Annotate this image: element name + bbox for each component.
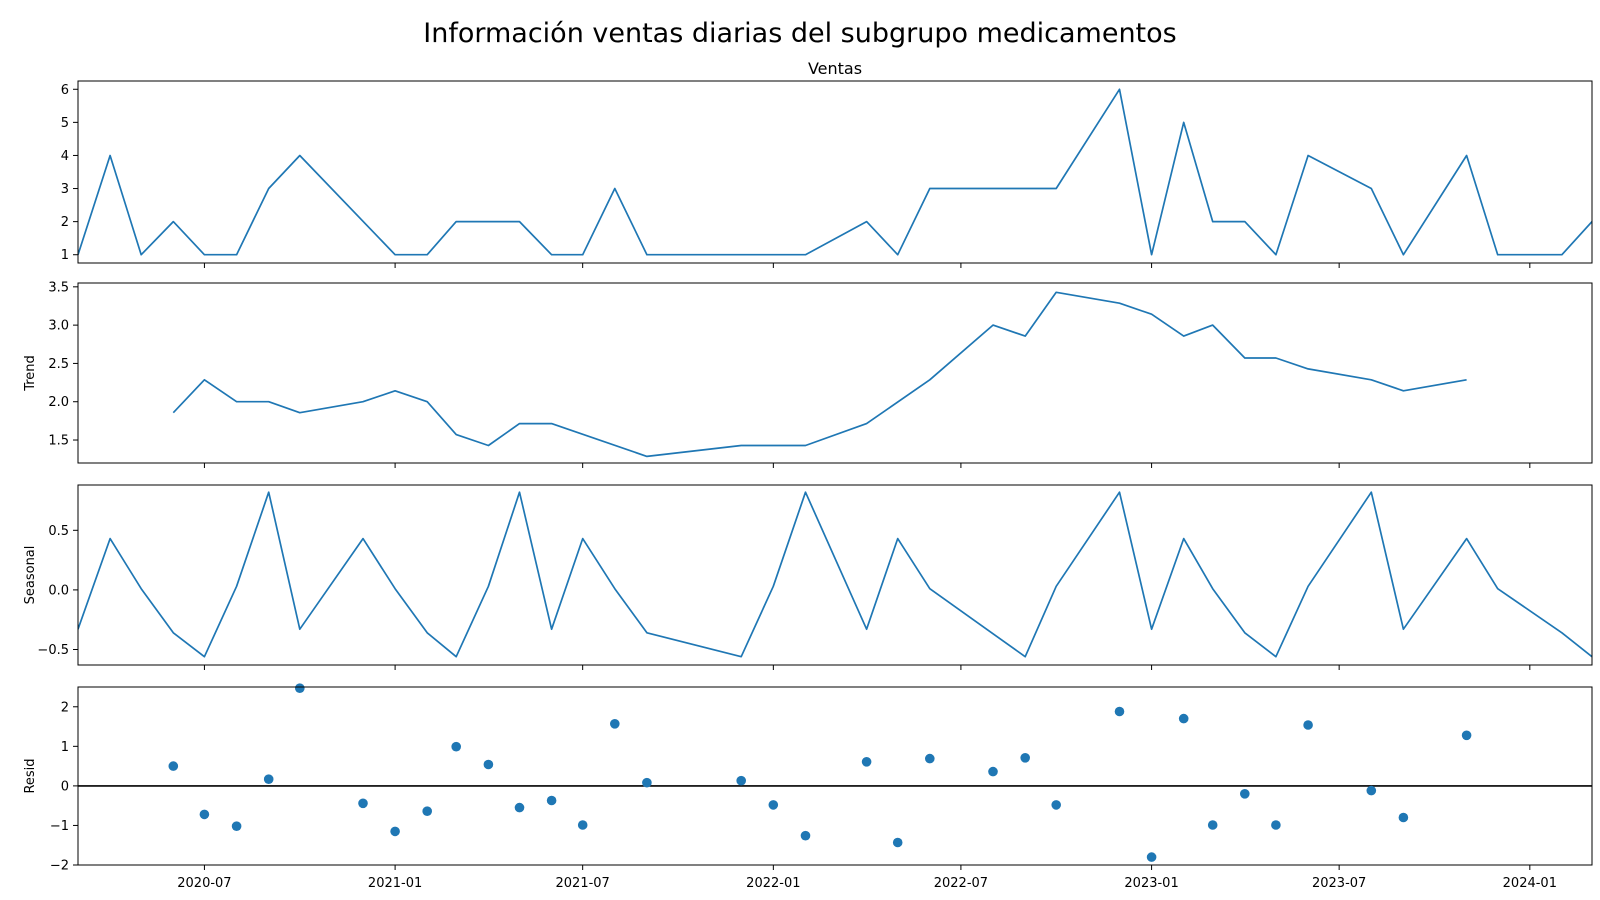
resid-point	[1178, 713, 1189, 724]
panel-seasonal: −0.5 0.0 0.5 Seasonal	[23, 484, 1593, 670]
resid-point	[642, 777, 652, 788]
resid-point	[546, 795, 557, 806]
resid-point	[483, 759, 494, 770]
y-tick-label: −1	[50, 819, 69, 834]
panels-group: 1 2 3 4 5 6 Ventas 1.5 2.0 2.5 3.0 3.5 Trend −0.5 0.0 0…	[23, 59, 1593, 891]
x-tick-label: 2020-07	[177, 876, 231, 891]
x-tick-label: 2024-01	[1503, 876, 1557, 891]
resid-point	[1303, 720, 1313, 730]
y-tick-label: 3.0	[48, 319, 69, 334]
resid-point	[168, 761, 179, 771]
resid-point	[422, 806, 433, 816]
resid-point	[451, 741, 462, 752]
y-tick-label: −2	[50, 859, 69, 874]
resid-point	[925, 753, 935, 764]
y-tick-label: 2.0	[48, 395, 69, 410]
y-axis-label: Resid	[23, 758, 38, 793]
resid-point	[1207, 820, 1218, 830]
plot-frame	[77, 686, 1593, 866]
y-axis-label: Trend	[23, 355, 38, 392]
resid-point	[1398, 812, 1409, 823]
resid-point	[610, 719, 620, 729]
chart-title: Información ventas diarias del subgrupo …	[423, 18, 1176, 49]
resid-point	[892, 837, 903, 848]
y-tick-label: 4	[61, 149, 69, 164]
y-tick-label: 1	[61, 248, 69, 263]
resid-point	[1146, 852, 1157, 862]
panel-resid: −2 −1 0 1 2 2020-07 2021-01 2021-07 2022-01 2022-…	[23, 683, 1593, 891]
y-tick-label: 2	[61, 700, 69, 715]
resid-point	[768, 800, 779, 810]
x-tick-label: 2022-01	[746, 876, 800, 891]
resid-point	[514, 802, 525, 813]
plot-frame	[77, 282, 1593, 464]
resid-point	[1114, 706, 1125, 717]
resid-point	[988, 766, 998, 777]
panel-title: Ventas	[808, 59, 862, 78]
resid-point	[577, 820, 588, 830]
y-axis-label: Seasonal	[23, 546, 38, 605]
seasonal-line	[78, 491, 1592, 658]
y-tick-label: 1	[61, 740, 69, 755]
resid-point	[231, 821, 242, 831]
resid-point	[390, 826, 400, 837]
y-tick-label: 0	[61, 779, 69, 794]
x-tick-label: 2023-07	[1312, 876, 1366, 891]
resid-point	[263, 774, 274, 784]
x-tick-label: 2023-01	[1124, 876, 1178, 891]
resid-point	[199, 809, 210, 820]
trend-line	[172, 291, 1467, 458]
y-tick-label: 0.5	[48, 524, 69, 539]
panel-ventas: 1 2 3 4 5 6 Ventas	[61, 59, 1593, 268]
x-tick-label: 2021-07	[556, 876, 610, 891]
resid-point	[1461, 730, 1472, 741]
x-tick-label: 2021-01	[368, 876, 422, 891]
resid-point	[1020, 753, 1030, 763]
resid-point	[861, 757, 872, 767]
resid-point	[358, 798, 368, 809]
x-tick-label: 2022-07	[934, 876, 988, 891]
y-tick-label: 3.5	[48, 280, 69, 295]
resid-point	[295, 683, 305, 693]
y-tick-label: 1.5	[48, 434, 69, 449]
resid-point	[1271, 820, 1281, 830]
plot-frame	[77, 80, 1593, 264]
resid-point	[800, 830, 811, 841]
y-tick-label: 2	[61, 215, 69, 230]
ventas-line	[78, 88, 1592, 256]
panel-trend: 1.5 2.0 2.5 3.0 3.5 Trend	[23, 280, 1593, 468]
y-tick-label: 0.0	[48, 583, 69, 598]
resid-point	[736, 775, 746, 786]
y-tick-label: 3	[61, 182, 69, 197]
resid-point	[1240, 789, 1250, 799]
resid-point	[1051, 800, 1061, 810]
y-tick-label: 6	[61, 83, 69, 98]
y-tick-label: 2.5	[48, 357, 69, 372]
resid-point	[1366, 785, 1377, 796]
y-tick-label: 5	[61, 116, 69, 131]
y-tick-label: −0.5	[37, 643, 69, 658]
plot-frame	[77, 484, 1593, 666]
